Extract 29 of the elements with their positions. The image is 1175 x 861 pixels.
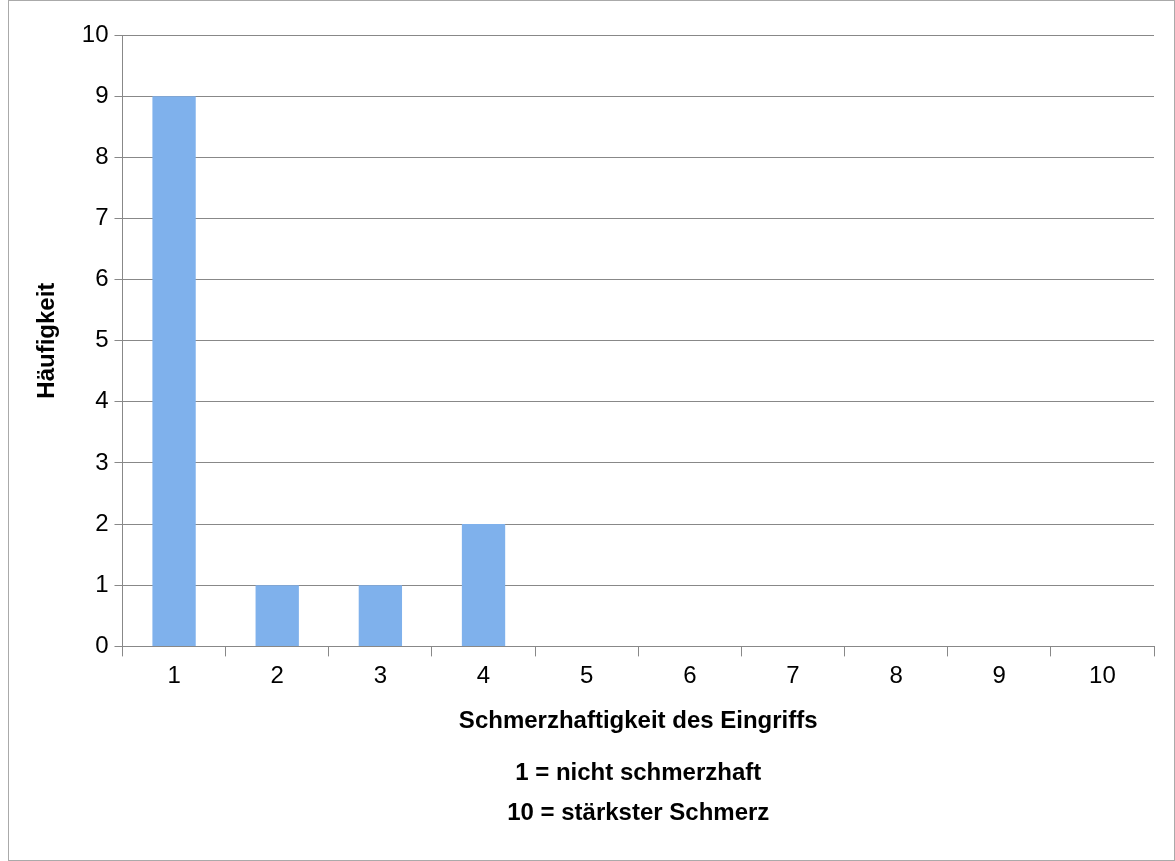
y-axis-title: Häufigkeit [32,282,60,399]
y-tick-label: 3 [95,447,109,475]
x-tick-label: 3 [373,661,388,689]
x-tick-label: 2 [270,661,284,689]
y-tick-label: 8 [95,141,109,169]
y-tick-label: 10 [81,19,109,47]
y-tick-label: 1 [95,569,109,597]
x-tick-label: 8 [889,661,903,689]
x-tick-label: 6 [683,661,697,689]
y-tick-label: 4 [95,386,109,414]
bar [358,585,403,646]
bar [461,524,506,646]
x-tick-label: 9 [992,661,1006,689]
bar [152,96,196,646]
x-tick-label: 4 [476,661,491,689]
y-tick-label: 7 [95,203,109,231]
x-tick-label: 7 [786,661,800,689]
x-tick-label: 5 [579,661,594,689]
x-tick-label: 1 [167,661,181,689]
y-tick-label: 6 [95,264,109,292]
y-tick-label: 2 [95,508,109,536]
x-axis-title: Schmerzhaftigkeit des Eingriffs [458,706,818,734]
y-tick-label: 5 [95,325,109,353]
bar [255,585,299,646]
y-tick-label: 0 [95,631,109,659]
text: 10 = stärkster Schmerz [507,797,770,825]
x-tick-label: 10 [1089,661,1116,689]
y-tick-label: 9 [95,80,109,108]
text: 1 = nicht schmerzhaft [515,757,762,785]
